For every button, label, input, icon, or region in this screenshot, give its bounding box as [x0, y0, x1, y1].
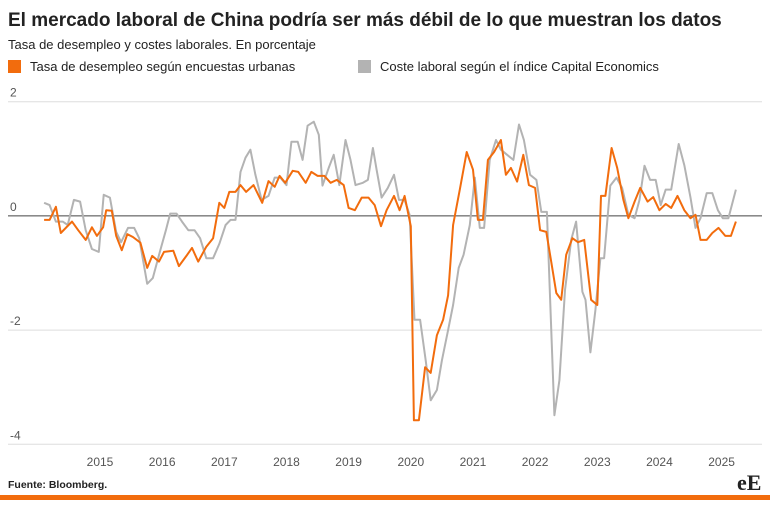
footer-bar [0, 495, 770, 500]
x-tick-label: 2021 [460, 455, 487, 469]
y-tick-label: -4 [10, 428, 21, 442]
y-tick-label: -2 [10, 314, 21, 328]
chart-title: El mercado laboral de China podría ser m… [8, 10, 722, 31]
x-tick-label: 2016 [149, 455, 176, 469]
y-tick-label: 0 [10, 200, 17, 214]
legend-swatch [8, 60, 21, 73]
legend-label: Tasa de desempleo según encuestas urbana… [30, 59, 296, 74]
x-tick-label: 2019 [335, 455, 362, 469]
x-tick-label: 2020 [397, 455, 424, 469]
x-tick-label: 2023 [584, 455, 611, 469]
x-tick-label: 2022 [522, 455, 549, 469]
chart-subtitle: Tasa de desempleo y costes laborales. En… [8, 37, 316, 52]
series-line [44, 139, 737, 422]
logo: eE [737, 470, 761, 495]
x-tick-label: 2015 [87, 455, 114, 469]
y-tick-label: 2 [10, 86, 17, 100]
x-tick-label: 2025 [708, 455, 735, 469]
x-tick-label: 2024 [646, 455, 673, 469]
legend-label: Coste laboral según el índice Capital Ec… [380, 59, 659, 74]
x-tick-label: 2018 [273, 455, 300, 469]
x-tick-label: 2017 [211, 455, 238, 469]
legend-swatch [358, 60, 371, 73]
source: Fuente: Bloomberg. [8, 479, 107, 491]
